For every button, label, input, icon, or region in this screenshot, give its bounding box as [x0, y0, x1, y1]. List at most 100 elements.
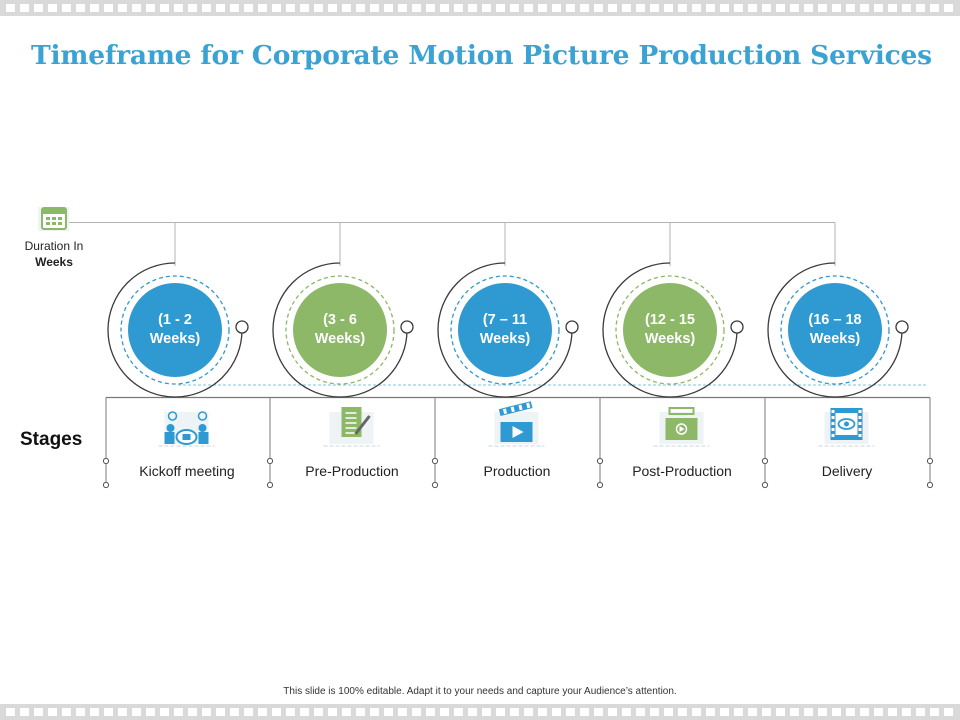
- film-hole: [216, 708, 225, 716]
- stage-label: Kickoff meeting: [139, 463, 235, 479]
- stage-label: Post-Production: [632, 463, 732, 479]
- film-hole: [160, 708, 169, 716]
- film-hole: [90, 4, 99, 12]
- film-hole: [860, 4, 869, 12]
- film-hole: [748, 708, 757, 716]
- film-hole: [902, 708, 911, 716]
- stage-divider: [102, 397, 110, 489]
- film-hole: [244, 4, 253, 12]
- film-hole: [272, 708, 281, 716]
- film-hole: [804, 4, 813, 12]
- film-hole: [76, 4, 85, 12]
- film-hole: [944, 708, 953, 716]
- film-hole: [524, 4, 533, 12]
- calendar-icon: [38, 207, 69, 231]
- film-hole: [48, 4, 57, 12]
- film-hole: [790, 708, 799, 716]
- film-hole: [552, 4, 561, 12]
- film-hole: [314, 708, 323, 716]
- film-hole: [678, 4, 687, 12]
- film-hole: [944, 4, 953, 12]
- film-hole: [594, 4, 603, 12]
- film-hole: [384, 4, 393, 12]
- film-hole: [20, 708, 29, 716]
- film-hole: [398, 708, 407, 716]
- duration-label-line2: Weeks: [35, 255, 73, 269]
- film-hole: [454, 4, 463, 12]
- film-hole: [692, 4, 701, 12]
- film-hole: [608, 4, 617, 12]
- phase-duration-line2: Weeks): [809, 331, 861, 347]
- film-hole: [776, 4, 785, 12]
- phase-duration: (3 - 6 Weeks): [285, 311, 395, 349]
- film-hole: [468, 708, 477, 716]
- phase-duration-line2: Weeks): [479, 331, 531, 347]
- phase-duration-line2: Weeks): [149, 331, 201, 347]
- meeting-icon: [158, 411, 215, 447]
- phase-duration: (7 – 11 Weeks): [450, 311, 560, 349]
- film-hole: [678, 708, 687, 716]
- film-hole: [468, 4, 477, 12]
- phase-duration: (1 - 2 Weeks): [120, 311, 230, 349]
- film-hole: [286, 708, 295, 716]
- film-hole: [846, 4, 855, 12]
- film-hole: [118, 708, 127, 716]
- film-hole: [76, 708, 85, 716]
- phase-duration: (16 – 18 Weeks): [780, 311, 890, 349]
- duration-label: Duration In Weeks: [14, 238, 94, 270]
- film-hole: [6, 4, 15, 12]
- phase-duration-line2: Weeks): [644, 331, 696, 347]
- stage-label: Production: [483, 463, 551, 479]
- film-hole: [566, 708, 575, 716]
- film-hole: [482, 708, 491, 716]
- phase-duration: (12 - 15 Weeks): [615, 311, 725, 349]
- film-hole: [328, 708, 337, 716]
- film-hole: [244, 708, 253, 716]
- film-hole: [202, 708, 211, 716]
- film-hole: [916, 708, 925, 716]
- film-hole: [230, 4, 239, 12]
- film-hole: [132, 708, 141, 716]
- film-hole: [20, 4, 29, 12]
- film-hole: [874, 4, 883, 12]
- film-hole: [650, 4, 659, 12]
- film-hole: [846, 708, 855, 716]
- film-hole: [930, 4, 939, 12]
- duration-label-line1: Duration In: [24, 239, 84, 253]
- film-hole: [188, 4, 197, 12]
- film-hole: [818, 4, 827, 12]
- film-hole: [258, 4, 267, 12]
- film-hole: [62, 4, 71, 12]
- film-hole: [118, 4, 127, 12]
- film-hole: [622, 4, 631, 12]
- film-hole: [230, 708, 239, 716]
- film-hole: [510, 708, 519, 716]
- film-hole: [188, 708, 197, 716]
- film-hole: [160, 4, 169, 12]
- film-hole: [664, 4, 673, 12]
- film-strip-top: [0, 0, 960, 16]
- film-hole: [426, 708, 435, 716]
- film-hole: [874, 708, 883, 716]
- film-hole: [384, 708, 393, 716]
- stage-divider: [431, 397, 439, 489]
- film-hole: [216, 4, 225, 12]
- film-hole: [300, 4, 309, 12]
- film-hole: [762, 708, 771, 716]
- film-hole: [482, 4, 491, 12]
- film-hole: [412, 4, 421, 12]
- film-hole: [734, 4, 743, 12]
- film-hole: [762, 4, 771, 12]
- stage-divider: [266, 397, 274, 489]
- film-hole: [622, 708, 631, 716]
- film-hole: [440, 708, 449, 716]
- film-hole: [748, 4, 757, 12]
- film-hole: [566, 4, 575, 12]
- video-editing-icon: [653, 407, 710, 447]
- stages-heading: Stages: [20, 429, 83, 450]
- film-hole: [832, 708, 841, 716]
- film-hole: [356, 4, 365, 12]
- film-hole: [286, 4, 295, 12]
- film-hole: [706, 708, 715, 716]
